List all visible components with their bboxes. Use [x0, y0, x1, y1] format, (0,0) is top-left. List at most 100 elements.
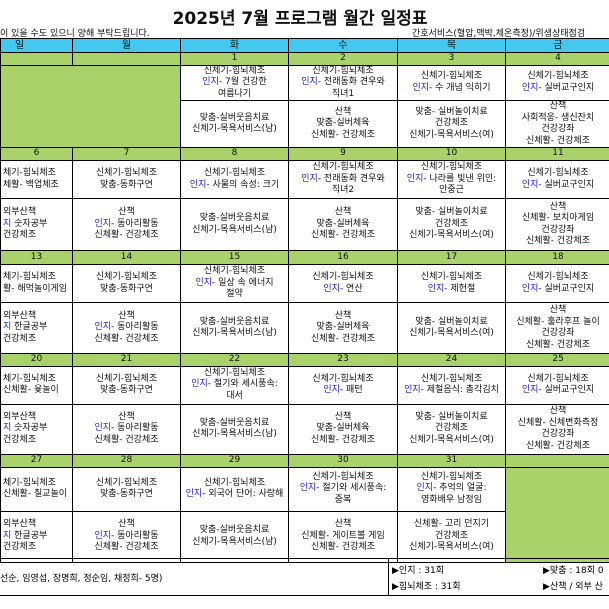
activity-text: - 동아리활동	[111, 322, 159, 333]
activity-text: 한글공부	[11, 322, 48, 333]
activity-line: 신체활- 건강체조	[290, 435, 397, 447]
activity-text: 건강체조	[3, 333, 37, 344]
activity-line: 건강강좌	[507, 328, 609, 340]
activity-line: 인지- 동아리활동	[74, 423, 180, 435]
activity-text: 신체기-힘뇌체조	[312, 471, 374, 482]
activity-line: 신체활- 고리 던지기	[399, 519, 505, 531]
activity-row: 외부산책 지 숫자공부 건강체조 산책 인지- 동아리활동 신체활- 건강체조 맞춤-실버웃…	[0, 403, 609, 455]
activity-line: 산책	[74, 519, 180, 531]
activity-line: 안중근	[399, 185, 505, 197]
activity-text: 맞춤-실버체육	[316, 423, 370, 434]
activity-cell: 체기-힘뇌체조 체활- 백업체조	[0, 160, 73, 199]
activity-line: 건강체조	[399, 423, 505, 435]
cognitive-tag: 인지	[404, 385, 421, 395]
stat-walk: ▶산책 / 외부 산	[543, 582, 603, 592]
date-cell: 27	[0, 453, 73, 468]
date-cell: 20	[0, 353, 73, 367]
activity-cell: 맞춤- 실버놀이치료 건강체조 신체기-목욕서비스(여)	[397, 198, 506, 251]
activity-text: 활- 해먹놀이게임	[3, 283, 68, 294]
activity-cell: 외부산책 지 한글공부 건강체조	[0, 510, 73, 563]
activity-text: 사회적응- 생신잔치	[521, 112, 595, 123]
activity-line: 인지- 수 개념 익히기	[399, 83, 505, 95]
activity-text: 숫자공부	[11, 218, 48, 229]
activity-text: 산책	[549, 101, 567, 112]
activity-line: 신체활- 칠교놀이	[3, 489, 72, 501]
activity-cell: 신체기-힘뇌체조 인지- 수 개념 익히기	[397, 64, 506, 101]
activity-line: 인지- 실버교구인지	[507, 385, 609, 397]
activity-line: 신체활- 건강체조	[507, 236, 609, 248]
cognitive-tag: 지	[3, 218, 12, 229]
activity-row: 체기-힘뇌체조 신체활- 윷놀이 신체기-힘뇌체조 맞춤-동화구연 신체기-힘뇌체조 인지…	[0, 365, 609, 405]
cognitive-tag: 인지	[202, 77, 219, 87]
activity-line: 인지- 패턴	[290, 385, 397, 397]
cognitive-tag: 인지	[299, 483, 317, 494]
activity-text: 대서	[226, 390, 243, 401]
activity-cell: 신체기-힘뇌체조 인지- 7월 건강한 여름나기	[180, 64, 289, 101]
activity-cell: 외부산책 지 숫자공부 건강체조	[0, 403, 73, 455]
activity-line: 절약	[182, 289, 288, 301]
activity-line: 신체기-목욕서비스(여)	[399, 129, 505, 142]
activity-text: 산책	[118, 310, 135, 321]
activity-row: 체기-힘뇌체조 체활- 백업체조 신체기-힘뇌체조 맞춤-동화구연 신체기-힘뇌체조 인지…	[0, 160, 609, 199]
activity-cell: 산책 맞춤-실버체육 신체활- 건강체조	[288, 403, 398, 455]
activity-row: 신체기-힘뇌체조 인지- 7월 건강한 여름나기 신체기-힘뇌체조 인지- 전래동화 견…	[0, 64, 609, 148]
activity-text: 신체기-목욕서비스(여)	[409, 129, 494, 140]
activity-line: 산책	[507, 406, 609, 418]
activity-text: - 동아리활동	[111, 218, 159, 229]
activity-text: 신체기-힘뇌체조	[527, 71, 589, 82]
activity-text: 신체기-힘뇌체조	[95, 272, 158, 282]
activity-text: 신체기-힘뇌체조	[95, 373, 158, 384]
activity-text: 신체기-목욕서비스(여)	[409, 542, 494, 553]
activity-line: 맞춤-실버체육	[290, 219, 397, 231]
cognitive-tag: 인지	[195, 277, 213, 288]
activity-cell: 맞춤- 실버놀이치료 건강체조 신체기-목욕서비스(여)	[397, 100, 506, 148]
activity-text: - 외국어 단어: 사랑해	[202, 489, 284, 499]
activity-line: 신체활- 건강체조	[74, 230, 180, 242]
stat-custom: ▶맞춤 : 18회 0	[543, 566, 604, 576]
activity-cell: 신체기-힘뇌체조 인지- 실버교구인지	[505, 264, 609, 303]
activity-text: 신체기-힘뇌체조	[95, 168, 158, 178]
activity-line: 신체활- 건강체조	[507, 135, 609, 147]
activity-text: - 실버교구인지	[538, 82, 595, 93]
activity-line: 인지- 전래동화 견우와	[290, 77, 397, 89]
activity-text: 신체기-힘뇌체조	[420, 71, 483, 82]
activity-cell: 체기-힘뇌체조 활- 해먹놀이게임	[0, 264, 73, 303]
activity-text: 산책	[118, 519, 135, 530]
empty-cell	[0, 64, 181, 148]
activity-cell: 신체기-힘뇌체조 인지- 외국어 단어: 사랑해	[180, 466, 289, 512]
activity-line: 인지- 동아리활동	[74, 531, 180, 543]
activity-line: 지 숫자공부	[3, 423, 72, 435]
activity-text: 건강강좌	[541, 224, 575, 235]
date-cell: 15	[180, 250, 289, 265]
activity-text: 산책	[118, 411, 135, 422]
activity-line: 신체기-힘뇌체조	[507, 272, 609, 284]
activity-line: 신체활- 건강체조	[74, 334, 180, 346]
activity-line: 인지- 추억의 얼굴:	[399, 483, 505, 495]
activity-text: 신체기-힘뇌체조	[203, 65, 266, 76]
activity-line: 신체기-힘뇌체조	[182, 168, 288, 180]
activity-text: 신체기-목욕서비스(남)	[192, 536, 277, 547]
activity-line: 신체활- 건강체조	[507, 340, 609, 352]
activity-line: 신체기-힘뇌체조	[399, 162, 505, 174]
activity-cell: 신체기-힘뇌체조 인지- 제철음식: 총각김치	[397, 365, 506, 405]
activity-line: 신체기-힘뇌체조	[399, 374, 505, 386]
activity-text: 신체활- 건강체조	[525, 135, 591, 146]
date-cell: 4	[505, 52, 609, 66]
date-cell: 3	[397, 52, 506, 66]
footer-divider	[388, 559, 389, 595]
activity-line: 신체기-힘뇌체조	[74, 272, 180, 284]
activity-line: 산책	[74, 411, 180, 424]
activity-line: 건강체조	[3, 230, 72, 242]
activity-line: 직녀2	[290, 185, 397, 197]
activity-line: 신체활- 건강체조	[74, 542, 180, 554]
date-cell: 14	[72, 250, 181, 265]
cognitive-tag: 지	[3, 423, 12, 434]
cognitive-tag: 인지	[521, 82, 539, 93]
activity-text: 건강체조	[434, 118, 469, 129]
schedule-footer: 선순, 임영섭, 장명희, 정순임, 채정희- 5명) ▶인지 : 31회 ▶힘…	[0, 558, 609, 596]
date-cell: 8	[180, 147, 289, 161]
staff-list: 선순, 임영섭, 장명희, 정순임, 채정희- 5명)	[0, 574, 163, 584]
activity-line: 맞춤-동화구연	[74, 489, 180, 501]
activity-cell: 신체기-힘뇌체조 맞춤-동화구연	[72, 160, 181, 199]
activity-line: 신체기-힘뇌체조	[399, 472, 505, 484]
